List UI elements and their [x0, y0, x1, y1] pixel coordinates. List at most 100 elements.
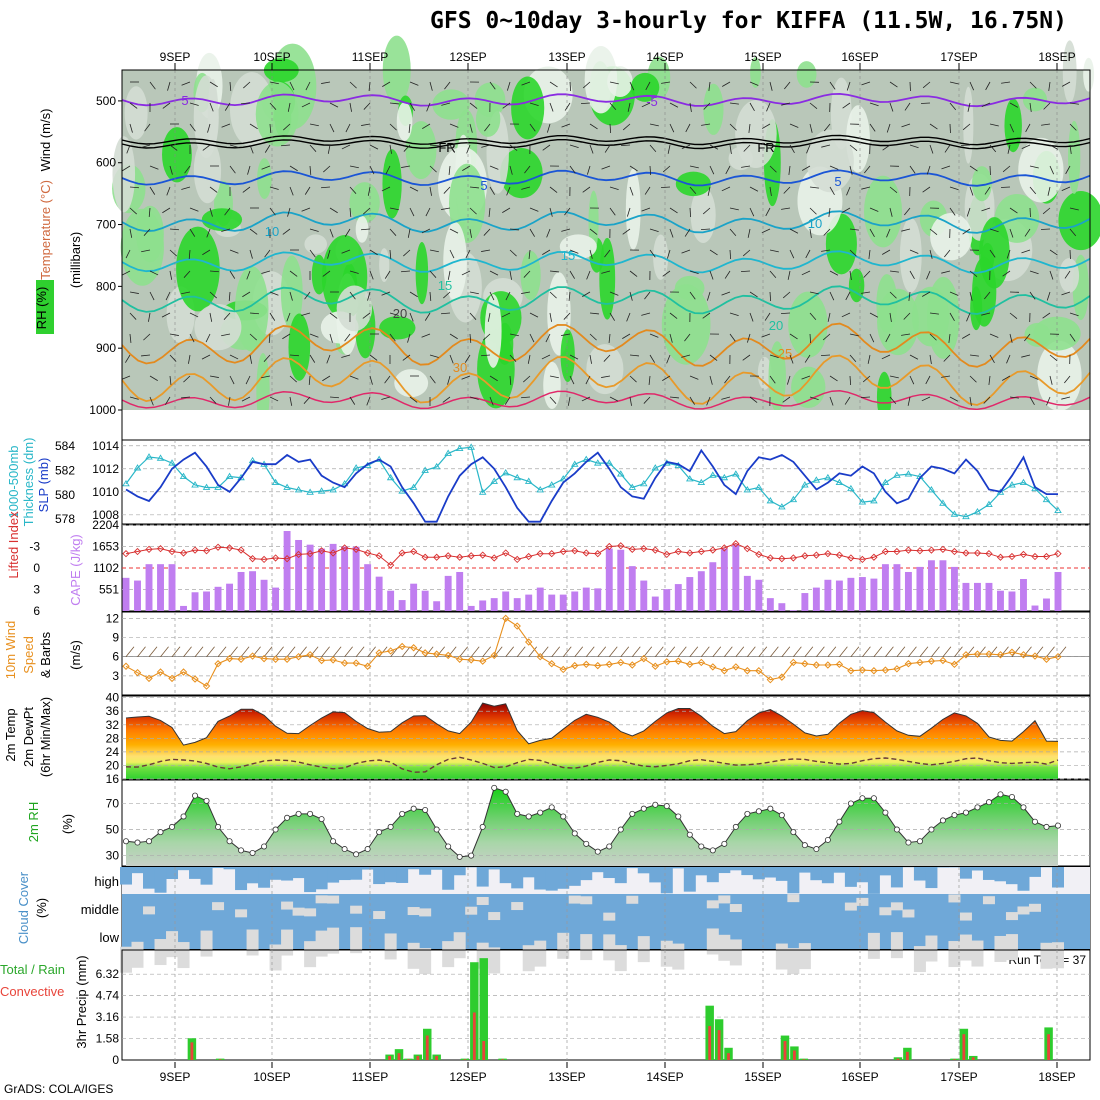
cloud-low-gap — [453, 932, 466, 959]
li-point — [410, 547, 418, 556]
wind-barb — [429, 186, 432, 196]
cloud-high-cell — [626, 867, 639, 869]
precip-convective-bar — [896, 1058, 900, 1060]
precip-units-label: 3hr Precip (mm) — [74, 955, 89, 1048]
wind-label-a: 10m Wind — [3, 621, 18, 680]
wind-barb — [549, 207, 553, 217]
wind-barb — [189, 207, 199, 212]
cape-bar — [479, 600, 487, 611]
cape-bar — [686, 577, 694, 611]
wind-barb — [385, 165, 391, 175]
precip-convective-bar — [727, 1053, 730, 1060]
cape-bar — [249, 571, 257, 611]
wind-point — [248, 652, 257, 660]
thickness-tick: 582 — [55, 463, 75, 477]
contour-label: 5 — [480, 178, 487, 193]
wind-barb — [166, 186, 171, 196]
wind-barb — [549, 312, 552, 322]
li-point — [375, 552, 383, 560]
temp-line — [125, 702, 1059, 746]
wind-barb — [601, 270, 611, 274]
wind-barb — [641, 207, 651, 212]
cloud-high-cell — [925, 867, 938, 889]
cloud-high-cell — [994, 867, 1007, 882]
wind-barb — [1002, 165, 1011, 173]
wind-barb — [569, 249, 579, 254]
wind-barb — [762, 123, 771, 129]
wind-barb — [988, 375, 991, 385]
rh-blob — [432, 89, 470, 120]
wind-barb — [1029, 186, 1037, 195]
upper-rh-swatch — [36, 280, 54, 334]
wind-barb — [989, 123, 999, 127]
wind-barb — [1009, 312, 1018, 319]
li-point — [1008, 552, 1016, 561]
rh-point — [468, 852, 475, 859]
cape-bar — [997, 590, 1004, 611]
wind-barb — [589, 333, 597, 341]
wind-barb — [702, 312, 711, 319]
cloud-high-cell — [1005, 867, 1018, 885]
cloud-mid-gap — [568, 895, 581, 904]
wind-point — [455, 655, 464, 663]
wind-barb — [629, 396, 632, 406]
cape-bar — [444, 575, 452, 611]
wind-barb — [886, 228, 891, 238]
wind-label-c: & Barbs — [38, 631, 53, 678]
wind-barb — [169, 228, 180, 231]
thickness-tick: 580 — [55, 488, 75, 502]
wind-point — [640, 654, 648, 663]
cloud-low-gap — [131, 941, 144, 968]
wind-barb — [984, 291, 991, 300]
rh-blob — [1037, 340, 1082, 412]
wind-barb — [649, 123, 659, 127]
wind-barb-10m — [816, 646, 825, 657]
wind-barb — [509, 333, 519, 337]
wind-barb — [362, 312, 371, 319]
wind-barb — [289, 81, 295, 91]
thickness-point — [870, 496, 878, 504]
rh-point — [445, 843, 452, 850]
wind-barb-10m — [240, 646, 250, 657]
upper-y-tick: 700 — [96, 218, 116, 232]
cloud-low-gap — [1005, 934, 1018, 961]
cape-bar — [720, 548, 728, 611]
cloud-mid-gap — [511, 902, 524, 911]
rh-blob — [396, 102, 413, 141]
rh-point — [479, 823, 486, 830]
cloud-high-cell — [522, 867, 535, 878]
precip-convective-bar — [218, 1059, 222, 1060]
wind-barb — [345, 123, 351, 133]
contour-label: 30 — [453, 360, 467, 375]
upper-y-tick: 800 — [96, 279, 116, 293]
wind-barb — [549, 186, 558, 193]
wind-barb — [609, 81, 619, 85]
rh-tick: 30 — [106, 849, 120, 863]
contour-label: 25 — [778, 346, 792, 361]
slp-tick: 1012 — [92, 462, 119, 476]
rh-point — [307, 810, 314, 817]
wind-point — [398, 642, 406, 651]
wind-barb — [201, 354, 211, 360]
rh-blob — [112, 136, 136, 213]
thickness-point — [962, 512, 970, 520]
cloud-high-cell — [775, 867, 788, 881]
wind-point — [686, 660, 694, 669]
cape-bar — [272, 587, 280, 611]
cloud-mid-gap — [706, 900, 719, 909]
wind-barb — [966, 312, 971, 322]
wind-barb — [141, 144, 151, 148]
contour-20 — [121, 285, 1091, 315]
li-point — [628, 545, 636, 554]
li-point — [1031, 552, 1039, 561]
wind-point — [743, 667, 752, 675]
wind-barb — [1024, 228, 1031, 237]
wind-barb — [309, 249, 316, 258]
date-label-bottom: 18SEP — [1038, 1070, 1075, 1084]
wind-barb-10m — [793, 646, 802, 657]
thickness-point — [202, 483, 211, 490]
wind-barb — [1065, 165, 1071, 175]
wind-barb — [766, 102, 771, 112]
cloud-high-cell — [269, 867, 282, 880]
wind-barb — [846, 186, 851, 196]
